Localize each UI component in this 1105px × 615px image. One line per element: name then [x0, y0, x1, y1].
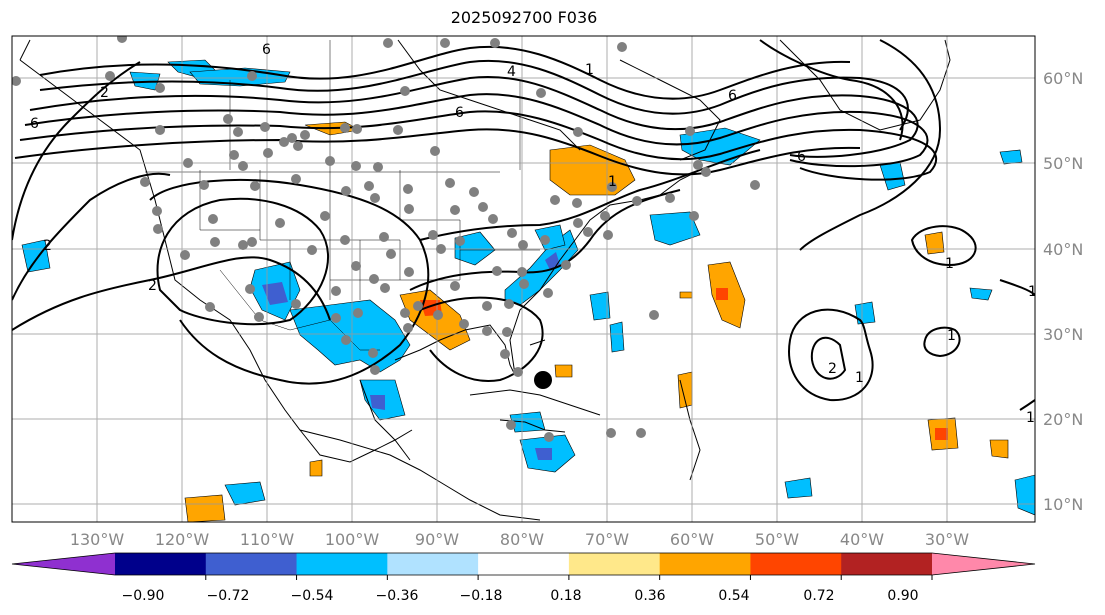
contour-label: 4: [507, 64, 516, 80]
colorbar-outline: [11, 552, 1036, 576]
colorbar-extend-high: [932, 553, 1035, 575]
lat-label: 30°N: [1043, 325, 1083, 344]
longitude-labels: 130°W 120°W 110°W 100°W 90°W 80°W 70°W 6…: [70, 530, 969, 549]
colorbar-segment: [205, 553, 298, 575]
lat-label: 20°N: [1043, 410, 1083, 429]
colorbar-segment: [841, 553, 933, 575]
map-frame: [11, 35, 1036, 523]
colorbar-extend-low: [12, 553, 115, 575]
contour-label: 2: [100, 85, 109, 101]
chart-title: 2025092700 F036: [450, 8, 598, 27]
station-markers: [12, 36, 760, 442]
contour-label: 2: [148, 278, 157, 294]
lon-label: 60°W: [670, 530, 714, 549]
contour-label: 1: [608, 174, 617, 190]
lat-label: 40°N: [1043, 240, 1083, 259]
colorbar-segment: [659, 553, 751, 575]
lon-label: 30°W: [925, 530, 969, 549]
contour-label: 6: [728, 88, 737, 104]
colorbar-ticks: −0.90 −0.72 −0.54 −0.36 −0.18 0.18 0.36 …: [122, 588, 919, 604]
lon-label: 90°W: [415, 530, 459, 549]
lat-label: 10°N: [1043, 495, 1083, 514]
lon-label: 50°W: [755, 530, 799, 549]
lat-label: 60°N: [1043, 69, 1083, 88]
grid-lines: [12, 36, 1035, 522]
contour-label: 6: [797, 149, 806, 165]
lon-label: 130°W: [70, 530, 125, 549]
colorbar-segment: [750, 553, 842, 575]
contour-label: 1: [945, 256, 954, 272]
contour-label-group: 6 4 6 6 6 6 1 2 2 2 1 1 1 2 1 1 1: [30, 42, 1037, 426]
contour-label: 2: [828, 361, 837, 377]
colorbar-tick-label: −0.36: [376, 588, 419, 604]
colorbar-segment: [568, 553, 661, 575]
storm-marker: [534, 371, 552, 389]
contour-label: 2: [43, 238, 52, 254]
colorbar-segment: [296, 553, 388, 575]
colorbar-tick-label: −0.90: [122, 588, 165, 604]
colorbar-segment: [478, 553, 570, 575]
colorbar-segment: [387, 553, 479, 575]
colorbar-segment: [115, 553, 207, 575]
contour-label: 6: [30, 116, 39, 132]
contour-label: 6: [262, 42, 271, 58]
lon-label: 70°W: [585, 530, 629, 549]
colorbar-tick-label: 0.36: [634, 588, 665, 604]
lat-label: 50°N: [1043, 154, 1083, 173]
contour-label: 1: [585, 62, 594, 78]
lon-label: 120°W: [155, 530, 210, 549]
colorbar-tick-label: 0.90: [887, 588, 918, 604]
contour-label: 1: [947, 328, 956, 344]
contour-label: 6: [455, 105, 464, 121]
contour-label: 1: [855, 370, 864, 386]
lon-label: 40°W: [840, 530, 884, 549]
colorbar-tick-label: −0.72: [207, 588, 250, 604]
latitude-labels: 60°N 50°N 40°N 30°N 20°N 10°N: [1043, 69, 1083, 514]
colorbar: [11, 552, 1036, 580]
colorbar-tick-label: −0.18: [460, 588, 503, 604]
colorbar-tick-label: −0.54: [291, 588, 334, 604]
colorbar-tick-label: 0.54: [718, 588, 749, 604]
colorbar-tick-label: 0.18: [550, 588, 581, 604]
contour-lines: [12, 39, 1035, 411]
contour-label: 1: [1028, 284, 1037, 300]
lon-label: 80°W: [500, 530, 544, 549]
colorbar-tick-label: 0.72: [803, 588, 834, 604]
lon-label: 110°W: [240, 530, 295, 549]
contour-label: 1: [1026, 410, 1035, 426]
lon-label: 100°W: [325, 530, 380, 549]
